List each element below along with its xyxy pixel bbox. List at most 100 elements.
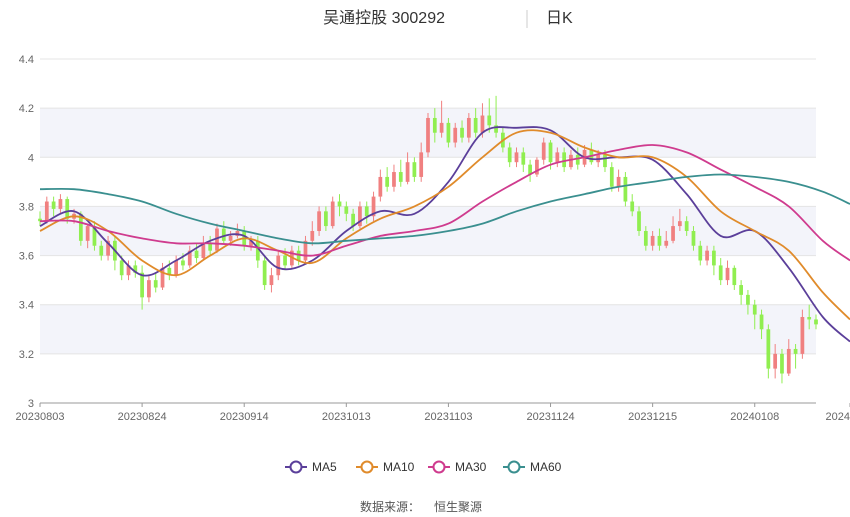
candle-body [623, 176, 628, 202]
candle-body [303, 240, 308, 261]
candle-body [78, 213, 83, 241]
candle-body [507, 147, 512, 163]
candle-body [371, 196, 376, 217]
y-tick-label: 3.8 [19, 201, 34, 213]
x-tick-label: 20231103 [424, 411, 472, 423]
candle-body [712, 250, 716, 266]
candle-body [65, 199, 70, 219]
candle-body [814, 319, 818, 325]
candle-body [392, 172, 396, 187]
ma-line-ma10 [39, 129, 850, 321]
candle-body [460, 127, 464, 138]
candle-body [739, 285, 743, 295]
candle-body [786, 348, 791, 374]
candle-body [487, 115, 492, 126]
candle-body [473, 117, 478, 133]
candle-body [657, 235, 662, 246]
candle-body [555, 152, 560, 163]
legend-item-ma10[interactable]: MA10 [356, 460, 415, 474]
ma-line-ma30 [39, 144, 850, 262]
candle-body [514, 152, 519, 163]
x-axis: 20230803 20230824 20230914 20231013 20231103… [16, 402, 850, 423]
legend-item-ma30[interactable]: MA30 [428, 460, 487, 474]
ma-line-ma60 [39, 173, 850, 245]
candle-body [718, 265, 723, 281]
candle-body [494, 125, 498, 133]
legend: MA5 MA10 MA30 MA60 [285, 460, 562, 474]
y-tick-label: 4.4 [19, 54, 34, 66]
candle-body [432, 117, 437, 133]
candle-body [480, 115, 485, 133]
candle-body [419, 152, 424, 177]
candle-body [310, 231, 315, 241]
candle-body [99, 245, 104, 256]
candle-body [732, 267, 737, 286]
candle-body [194, 250, 199, 259]
candle-body [44, 201, 49, 222]
candle-body [167, 267, 172, 276]
candle-body [296, 250, 301, 261]
candle-body [351, 213, 355, 227]
candle-body [466, 117, 471, 138]
x-tick-label: 20240126 [826, 411, 850, 423]
x-tick-label: 20240108 [730, 411, 779, 423]
candle-body [766, 329, 771, 369]
candle-body [616, 176, 621, 187]
candle-body [609, 167, 614, 187]
candle-body [725, 267, 730, 281]
candle-body [705, 250, 709, 261]
candle-body [650, 235, 655, 246]
candle-body [255, 240, 260, 261]
y-tick-label: 3.4 [19, 300, 34, 312]
legend-marker-ma5 [289, 460, 303, 474]
candle-body [521, 152, 526, 165]
source-value: 恒生聚源 [434, 500, 482, 514]
candle-body [38, 218, 42, 222]
candle-body [671, 226, 675, 241]
candle-body [405, 162, 410, 182]
legend-item-ma5[interactable]: MA5 [285, 460, 337, 474]
candle-body [330, 201, 335, 227]
candle-body [807, 317, 812, 320]
candle-body [174, 260, 179, 276]
candle-body [337, 201, 342, 207]
legend-item-ma60[interactable]: MA60 [503, 460, 562, 474]
candle-body [201, 243, 206, 259]
candle-body [51, 201, 56, 209]
candle-body [398, 172, 403, 182]
x-tick-label: 20230914 [220, 411, 269, 423]
candle-body [324, 211, 328, 227]
y-tick-label: 3.2 [19, 349, 34, 361]
candle-body [147, 280, 151, 298]
candle-body [126, 265, 131, 276]
candle-body [535, 159, 539, 175]
y-tick-label: 3.6 [19, 251, 34, 263]
legend-label-ma5: MA5 [312, 460, 337, 474]
candle-body [746, 294, 750, 305]
candle-body [630, 201, 635, 212]
candle-body [439, 122, 444, 133]
candle-body [684, 221, 689, 231]
candle-body [181, 260, 185, 266]
candle-body [385, 176, 390, 187]
candle-body [249, 240, 253, 246]
chart-period: 日K [546, 10, 573, 27]
candle-body [643, 231, 648, 246]
moving-average-lines [39, 126, 850, 343]
source-label: 数据来源： [360, 499, 420, 514]
legend-label-ma30: MA30 [455, 460, 487, 474]
candle-body [269, 275, 274, 286]
x-tick-label: 20231013 [322, 411, 371, 423]
candle-body [759, 314, 764, 330]
legend-label-ma60: MA60 [530, 460, 562, 474]
candle-body [221, 228, 226, 241]
x-tick-label: 20230803 [16, 411, 65, 423]
ma-line-ma5 [39, 126, 850, 343]
legend-marker-ma60 [507, 460, 521, 474]
candle-body [358, 206, 362, 227]
candle-body [677, 221, 682, 227]
y-tick-label: 3 [28, 398, 34, 410]
chart-title: 吴通控股 300292 [323, 9, 445, 27]
candle-body [228, 235, 233, 241]
candle-body [569, 154, 573, 168]
